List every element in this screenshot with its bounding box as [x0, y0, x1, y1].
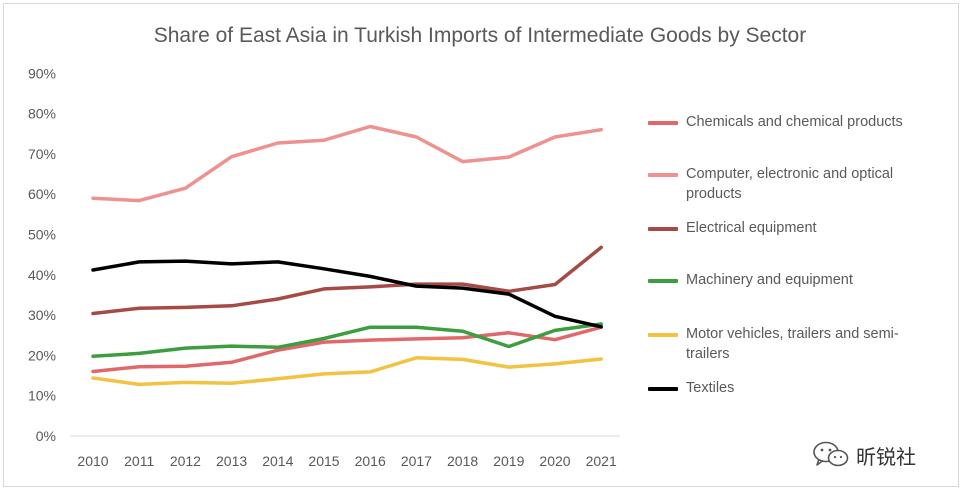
legend-label-line: products: [686, 186, 742, 202]
y-tick-label: 60%: [28, 186, 56, 202]
legend-swatch: [648, 173, 678, 177]
series-line-5: [91, 356, 603, 387]
y-tick-label: 0%: [36, 428, 56, 444]
chart-frame: [3, 3, 959, 487]
series-line-2: [91, 124, 603, 203]
x-tick-label: 2010: [77, 453, 108, 469]
y-tick-label: 80%: [28, 106, 56, 122]
legend-swatch: [648, 333, 678, 337]
watermark-text: 昕锐社: [856, 444, 916, 469]
series-line-6: [91, 259, 603, 329]
y-tick-label: 10%: [28, 388, 56, 404]
chart-title: Share of East Asia in Turkish Imports of…: [153, 24, 807, 47]
legend-item: Computer, electronic and optical products: [648, 164, 936, 204]
legend-swatch: [648, 227, 678, 231]
y-tick-label: 20%: [28, 347, 56, 363]
y-tick-label: 90%: [28, 65, 56, 81]
x-tick-label: 2017: [401, 453, 432, 469]
legend-label-line: Chemicals and chemical products: [686, 114, 903, 130]
x-tick-label: 2018: [447, 453, 478, 469]
y-tick-label: 70%: [28, 146, 56, 162]
x-tick-label: 2012: [170, 453, 201, 469]
legend-label-line: Textiles: [686, 380, 735, 396]
x-tick-label: 2019: [493, 453, 524, 469]
legend-item: Chemicals and chemical products: [648, 112, 936, 132]
x-tick-label: 2011: [124, 453, 154, 469]
legend-swatch: [648, 279, 678, 283]
legend-label: Chemicals and chemical products: [686, 112, 936, 132]
legend-item: Motor vehicles, trailers and semi-traile…: [648, 324, 936, 364]
x-tick-label: 2021: [586, 453, 617, 469]
legend-label-line: trailers: [686, 346, 730, 362]
legend-label: Computer, electronic and optical products: [686, 164, 936, 204]
x-tick-label: 2015: [308, 453, 339, 469]
legend-item: Textiles: [648, 378, 936, 398]
wechat-icon: [813, 441, 849, 467]
legend-swatch: [648, 121, 678, 125]
series-line-4: [91, 322, 603, 358]
legend-item: Machinery and equipment: [648, 270, 936, 290]
legend-label-line: Motor vehicles, trailers and semi-: [686, 326, 899, 342]
watermark: 昕锐社: [812, 440, 916, 470]
legend-label: Textiles: [686, 378, 936, 398]
legend-label-line: Electrical equipment: [686, 220, 817, 236]
legend-label-line: Computer, electronic and optical: [686, 166, 894, 182]
x-tick-label: 2013: [216, 453, 247, 469]
legend-label: Machinery and equipment: [686, 270, 936, 290]
x-tick-label: 2016: [355, 453, 386, 469]
x-tick-label: 2020: [539, 453, 570, 469]
legend-swatch: [648, 387, 678, 391]
legend-label: Motor vehicles, trailers and semi-traile…: [686, 324, 936, 364]
legend-label: Electrical equipment: [686, 218, 936, 238]
y-tick-label: 30%: [28, 307, 56, 323]
series-line-3: [91, 245, 603, 316]
y-tick-label: 40%: [28, 267, 56, 283]
x-tick-label: 2014: [262, 453, 293, 469]
y-tick-label: 50%: [28, 227, 56, 243]
legend-label-line: Machinery and equipment: [686, 272, 853, 288]
series-line-1: [91, 325, 603, 374]
legend-item: Electrical equipment: [648, 218, 936, 238]
